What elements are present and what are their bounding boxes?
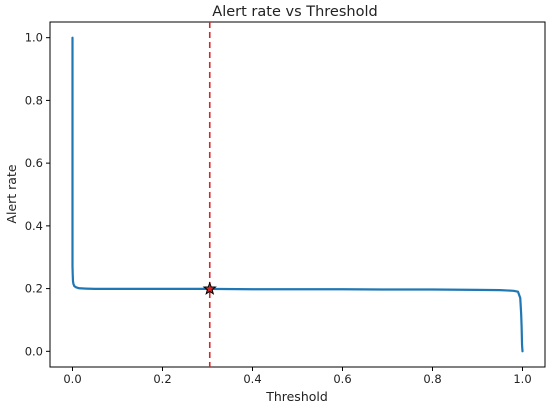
alert-rate-line: [71, 36, 524, 353]
x-tick-label: 0.4: [243, 372, 261, 386]
series-layer: [71, 22, 524, 367]
y-axis-label: Alert rate: [4, 164, 19, 223]
x-axis-label: Threshold: [265, 389, 328, 404]
x-tick-label: 1.0: [513, 372, 531, 386]
plot-frame: [49, 21, 546, 368]
y-axis-ticks: 0.0 0.2 0.4 0.6 0.8 1.0: [25, 31, 50, 358]
y-tick-label: 0.6: [25, 156, 43, 170]
y-tick-label: 0.2: [25, 282, 43, 296]
x-tick-label: 0.8: [423, 372, 441, 386]
x-tick-label: 0.2: [153, 372, 171, 386]
y-tick-label: 0.0: [25, 344, 43, 358]
y-tick-label: 1.0: [25, 31, 43, 45]
x-tick-label: 0.0: [63, 372, 81, 386]
y-tick-label: 0.8: [25, 93, 43, 107]
y-tick-label: 0.4: [25, 219, 43, 233]
chart-title: Alert rate vs Threshold: [212, 4, 377, 20]
selected-threshold-marker: [202, 281, 217, 295]
x-axis-ticks: 0.0 0.2 0.4 0.6 0.8 1.0: [63, 367, 532, 386]
x-tick-label: 0.6: [333, 372, 351, 386]
